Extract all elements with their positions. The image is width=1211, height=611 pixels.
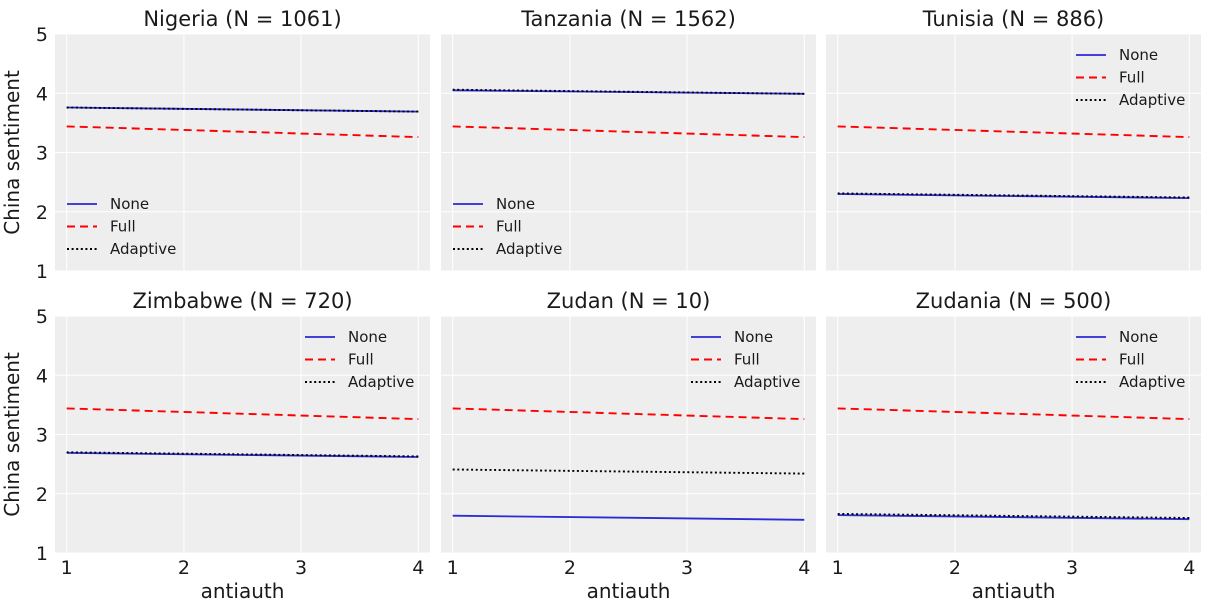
x-tick-label: 4 [798,557,810,579]
facet-panel-5: Zudania (N = 500) 1 2 3 4 antiauth None Full Ada… [826,289,1201,603]
x-tick-label: 1 [447,557,459,579]
series-line-full [452,407,805,421]
legend-label-full: Full [1119,351,1145,369]
legend-label-none: None [1119,46,1158,64]
x-tick-label: 3 [681,557,693,579]
legend-label-full: Full [110,218,136,236]
panel-title: Zudania (N = 500) [916,289,1112,313]
facet-panel-3: Zimbabwe (N = 720) 1 2 3 4 5 1 2 3 4 China sentime… [0,289,430,603]
legend-label-none: None [110,195,149,213]
y-tick-label: 3 [36,143,48,165]
x-tick-label: 3 [1066,557,1078,579]
facet-panel-2: Tunisia (N = 886) None Full Adaptive [826,7,1201,272]
legend-label-full: Full [734,351,760,369]
legend: None Full Adaptive [453,195,562,258]
legend-label-adaptive: Adaptive [110,240,176,258]
y-tick-label: 2 [36,484,48,506]
legend-label-none: None [734,328,773,346]
x-tick-label: 4 [1183,557,1195,579]
series-line-adaptive [66,106,419,113]
series-line-full [837,125,1190,139]
legend-label-adaptive: Adaptive [734,373,800,391]
x-axis-label: antiauth [972,579,1056,603]
y-tick-label: 5 [36,306,48,328]
panel-title: Zimbabwe (N = 720) [132,289,352,313]
legend: None Full Adaptive [691,328,800,391]
legend: None Full Adaptive [1076,46,1185,109]
legend: None Full Adaptive [1076,328,1185,391]
x-tick-label: 2 [949,557,961,579]
series-line-full [66,407,419,421]
x-tick-label: 3 [295,557,307,579]
series-line-adaptive [837,512,1190,519]
y-tick-label: 3 [36,425,48,447]
facet-panel-1: Tanzania (N = 1562) None Full Adaptive [441,7,816,272]
legend-label-adaptive: Adaptive [1119,373,1185,391]
y-tick-label: 2 [36,202,48,224]
legend-label-none: None [496,195,535,213]
legend-label-full: Full [496,218,522,236]
legend-label-adaptive: Adaptive [1119,91,1185,109]
panel-title: Tunisia (N = 886) [922,7,1105,31]
legend-label-full: Full [1119,69,1145,87]
x-axis-label: antiauth [587,579,671,603]
x-axis-label: antiauth [201,579,285,603]
series-line-full [66,125,419,139]
series-line-none [837,514,1190,521]
legend-label-adaptive: Adaptive [348,373,414,391]
series-line-adaptive [66,451,419,458]
series-line-none [452,514,805,521]
y-tick-label: 5 [36,24,48,46]
panel-title: Nigeria (N = 1061) [143,7,341,31]
y-axis-label: China sentiment [0,70,24,235]
y-tick-label: 1 [36,543,48,565]
x-tick-label: 2 [178,557,190,579]
legend-label-full: Full [348,351,374,369]
series-line-adaptive [452,88,805,95]
legend: None Full Adaptive [67,195,176,258]
legend: None Full Adaptive [305,328,414,391]
y-tick-label: 4 [36,83,48,105]
series-line-adaptive [837,192,1190,199]
panel-title: Tanzania (N = 1562) [520,7,736,31]
series-line-full [452,125,805,139]
legend-label-adaptive: Adaptive [496,240,562,258]
series-line-full [837,407,1190,421]
x-tick-label: 4 [412,557,424,579]
x-tick-label: 1 [61,557,73,579]
x-tick-label: 1 [832,557,844,579]
panel-title: Zudan (N = 10) [547,289,711,313]
x-tick-label: 2 [564,557,576,579]
y-axis-label: China sentiment [0,352,24,517]
y-tick-label: 4 [36,365,48,387]
facet-panel-4: Zudan (N = 10) 1 2 3 4 antiauth None Full Adapti… [441,289,816,603]
series-line-adaptive [452,468,805,475]
facet-panel-0: Nigeria (N = 1061) 1 2 3 4 5 China sentiment No… [0,7,430,283]
y-tick-label: 1 [36,261,48,283]
legend-label-none: None [1119,328,1158,346]
legend-label-none: None [348,328,387,346]
